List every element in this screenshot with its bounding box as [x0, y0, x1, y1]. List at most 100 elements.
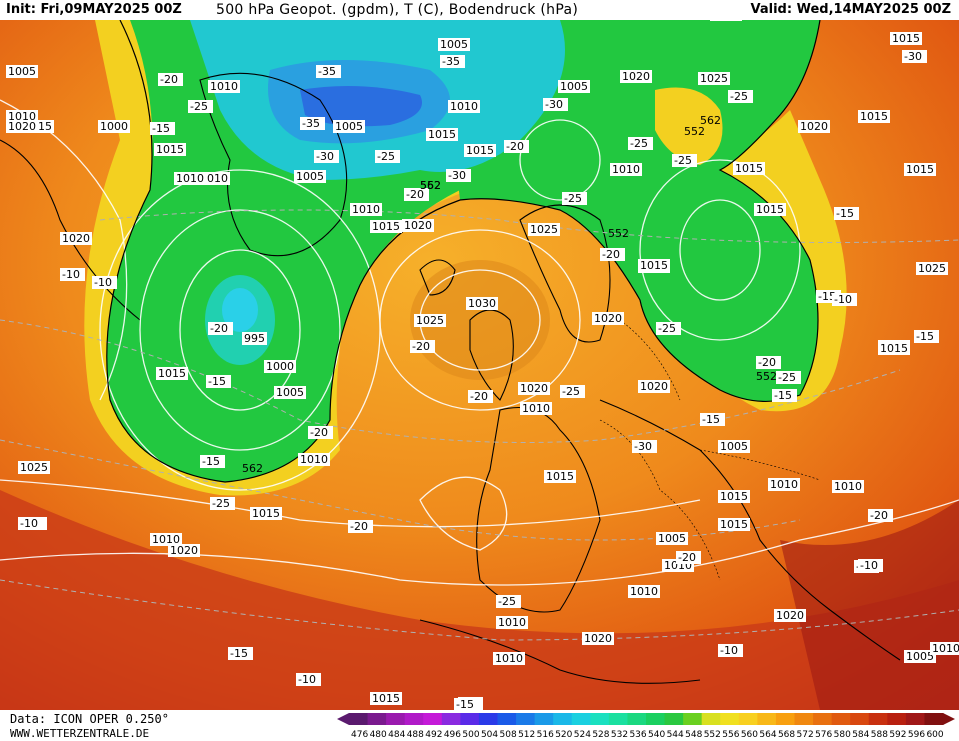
valid-time: Valid: Wed,14MAY2025 00Z [750, 2, 951, 17]
pressure-labels: 1005101010051025101510001010100510101015… [6, 20, 959, 705]
temperature-label-box [700, 413, 725, 426]
pressure-label-box [174, 172, 206, 185]
pressure-label: 1015 [906, 163, 934, 176]
pressure-label-box [528, 223, 560, 236]
color-legend: 476 480 484 488 492 496 500 504 508 512 516 520 524 5… [337, 713, 955, 740]
temperature-label: -30 [316, 150, 334, 163]
temperature-label: -25 [377, 150, 395, 163]
legend-value: 524 [574, 730, 591, 740]
temperature-label-box [656, 322, 681, 335]
pressure-label-box [264, 360, 296, 373]
pressure-label-box [544, 470, 576, 483]
temperature-label: -15 [702, 413, 720, 426]
legend-value: 528 [592, 730, 609, 740]
pressure-label: 1015 [546, 470, 574, 483]
pressure-label-box [402, 219, 434, 232]
pressure-label-box [242, 332, 267, 345]
pressure-label: 1010 [834, 480, 862, 493]
legend-value: 512 [518, 730, 535, 740]
chart-header: Init: Fri,09MAY2025 00Z 500 hPa Geopot. … [0, 0, 959, 20]
temperature-label: -10 [94, 276, 112, 289]
height-label: 562 [700, 114, 721, 127]
temperature-label-box [440, 55, 465, 68]
legend-swatch [905, 713, 925, 725]
legend-value: 580 [834, 730, 851, 740]
temperature-label-box [676, 551, 701, 564]
cold-core-center [300, 86, 422, 127]
legend-swatch [478, 713, 498, 725]
data-source: Data: ICON OPER 0.250° [10, 712, 169, 726]
temperature-label-box [454, 698, 479, 710]
legend-swatch [441, 713, 461, 725]
pressure-label: 1005 [720, 440, 748, 453]
pressure-label: 1025 [20, 461, 48, 474]
legend-value: 592 [889, 730, 906, 740]
pressure-label: 1020 [404, 219, 432, 232]
legend-value: 492 [425, 730, 442, 740]
pressure-label-box [628, 585, 660, 598]
temperature-label: -15 [456, 698, 474, 710]
legend-value: 596 [908, 730, 925, 740]
pressure-label: 1025 [918, 262, 946, 275]
legend-labels: 476 480 484 488 492 496 500 504 508 512 516 520 524 5… [351, 730, 944, 740]
temperature-label-box [468, 390, 493, 403]
height-label: 562 [420, 179, 441, 192]
pressure-label-box [610, 163, 642, 176]
pressure-label-box [582, 632, 614, 645]
temperature-label: -15 [836, 207, 854, 220]
temperature-labels: -35-35-30-25-20-25-35-30 -25-20 -25-15-30-… [18, 50, 939, 710]
pressure-label: 1020 [62, 232, 90, 245]
legend-swatch [553, 713, 573, 725]
pressure-label: 1020 [622, 70, 650, 83]
pressure-label-box [718, 518, 750, 531]
temperature-label: -15 [152, 122, 170, 135]
temperature-label: -20 [310, 426, 328, 439]
pressure-label-box [558, 80, 590, 93]
pressure-label: 1020 [800, 120, 828, 133]
temperature-label: -20 [602, 248, 620, 261]
legend-value: 544 [667, 730, 684, 740]
pressure-label-box [520, 402, 552, 415]
pressure-label-box [858, 110, 890, 123]
legend-swatch [924, 713, 944, 725]
temperature-label-box [314, 150, 339, 163]
legend-swatch [850, 713, 870, 725]
cold-core-atlantic-inner [222, 288, 258, 332]
pressure-label-box [620, 70, 652, 83]
pressure-label-box [60, 232, 92, 245]
pressure-label: 1020 [594, 312, 622, 325]
pressure-label-box [754, 203, 786, 216]
pressure-label-box [733, 162, 765, 175]
temperature-label: -25 [212, 497, 230, 510]
temperature-label: -10 [720, 644, 738, 657]
legend-swatch [497, 713, 517, 725]
pressure-label: 1015 [640, 259, 668, 272]
pressure-label: 1015 [720, 518, 748, 531]
height-label: 552 [608, 227, 629, 240]
temperature-label-box [228, 647, 253, 660]
legend-swatch [887, 713, 907, 725]
pressure-label: 1010 [210, 80, 238, 93]
temperature-label: -30 [634, 440, 652, 453]
temperature-label: -25 [564, 192, 582, 205]
temperature-label: -30 [904, 50, 922, 63]
temperature-label-box [560, 385, 585, 398]
pressure-label-box [370, 692, 402, 705]
pressure-label: 1005 [658, 532, 686, 545]
temperature-label: -25 [498, 595, 516, 608]
pressure-label: 1005 [335, 120, 363, 133]
pressure-label: 1005 [8, 65, 36, 78]
pressure-label-box [6, 110, 38, 123]
temperature-label: -20 [470, 390, 488, 403]
pressure-label: 1010 [522, 402, 550, 415]
temperature-label-box [296, 673, 321, 686]
temperature-label-box [308, 426, 333, 439]
pressure-label-box [718, 440, 750, 453]
temperature-label: -15 [230, 647, 248, 660]
temperature-label: -20 [210, 322, 228, 335]
temperature-label-box [92, 276, 117, 289]
temperature-label-box [772, 389, 797, 402]
legend-value: 500 [462, 730, 479, 740]
temperature-label: -15 [916, 330, 934, 343]
temperature-label: -10 [834, 293, 852, 306]
